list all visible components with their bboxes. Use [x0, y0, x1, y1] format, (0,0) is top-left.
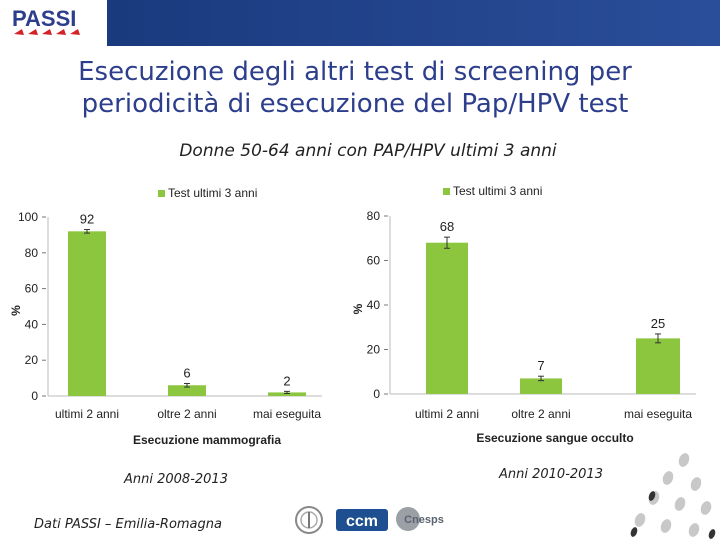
x-tick-label: mai eseguita: [253, 407, 321, 421]
slide-subtitle: Donne 50-64 anni con PAP/HPV ultimi 3 an…: [179, 141, 557, 161]
bar: [520, 378, 562, 394]
bar: [636, 338, 680, 394]
x-tick-label: mai eseguita: [624, 407, 692, 421]
y-tick-label: 60: [25, 282, 39, 296]
y-tick-label: 40: [25, 317, 39, 331]
passi-logo: PASSI: [12, 6, 80, 35]
data-label: 6: [183, 365, 190, 380]
y-tick-label: 40: [367, 298, 381, 312]
y-tick-label: 20: [367, 343, 381, 357]
bar: [68, 231, 106, 396]
bar: [168, 385, 206, 396]
title-line-1: Esecuzione degli altri test di screening…: [78, 57, 632, 87]
cnesps-logo: Cnesps: [396, 507, 444, 531]
caption-right: Anni 2010-2013: [499, 467, 603, 482]
x-tick-label: oltre 2 anni: [511, 407, 570, 421]
header-blue-bar: [107, 0, 720, 46]
bar: [426, 242, 468, 394]
data-label: 25: [651, 316, 665, 331]
y-tick-label: 0: [31, 389, 38, 403]
data-label: 2: [283, 373, 290, 388]
y-tick-label: 60: [367, 254, 381, 268]
y-tick-label: 100: [18, 210, 38, 224]
ccm-logo-text: ccm: [346, 513, 378, 530]
y-axis-label: %: [351, 303, 365, 314]
legend-swatch: [443, 188, 450, 195]
x-tick-label: ultimi 2 anni: [415, 407, 479, 421]
y-axis-label: %: [9, 305, 23, 316]
data-label: 68: [440, 219, 454, 234]
y-tick-label: 0: [373, 387, 380, 401]
x-axis-label: Esecuzione mammografia: [133, 433, 281, 447]
legend-swatch: [158, 190, 165, 197]
bar: [268, 392, 306, 396]
legend-label: Test ultimi 3 anni: [453, 184, 542, 198]
cnesps-logo-text: Cnesps: [404, 514, 444, 526]
y-tick-label: 80: [367, 209, 381, 223]
slide-title: Esecuzione degli altri test di screening…: [0, 56, 710, 120]
ccm-logo: ccm: [336, 509, 388, 531]
data-label: 7: [537, 358, 544, 373]
legend-label: Test ultimi 3 anni: [168, 186, 257, 200]
x-tick-label: ultimi 2 anni: [55, 407, 119, 421]
footer-source: Dati PASSI – Emilia-Romagna: [34, 517, 222, 532]
chart-mammografia: 0 20 40 60 80 100% Test ultimi 3 anni 92 ultimi …: [9, 186, 322, 447]
y-tick-label: 80: [25, 246, 39, 260]
x-axis-label: Esecuzione sangue occulto: [476, 431, 633, 445]
x-tick-label: oltre 2 anni: [157, 407, 216, 421]
y-tick-label: 20: [25, 353, 39, 367]
chart-sangue-occulto: 0 20 40 60 80% Test ultimi 3 anni 68 ultimi 2 a…: [351, 184, 696, 445]
data-label: 92: [80, 212, 94, 227]
title-line-2: periodicità di esecuzione del Pap/HPV te…: [81, 89, 629, 119]
decorative-dots-icon: [630, 453, 716, 539]
ministero-seal-icon: [295, 506, 323, 534]
caption-left: Anni 2008-2013: [124, 472, 228, 487]
logo-text: PASSI: [12, 6, 76, 31]
